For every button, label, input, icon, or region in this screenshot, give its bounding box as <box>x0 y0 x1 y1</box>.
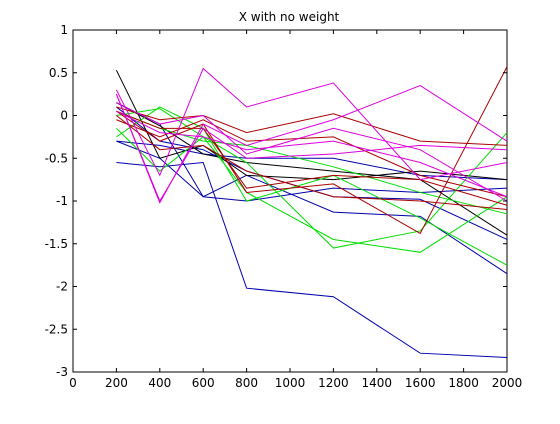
y-tick-label: -1 <box>56 194 68 208</box>
x-tick-label: 1800 <box>448 376 479 390</box>
chart-title: X with no weight <box>239 10 340 24</box>
series-line-10 <box>116 106 508 266</box>
y-tick-label: 0 <box>60 109 68 123</box>
x-tick-label: 200 <box>105 376 128 390</box>
x-tick-label: 1400 <box>362 376 393 390</box>
y-tick-label: -1.5 <box>45 237 68 251</box>
x-tick-label: 2000 <box>492 376 523 390</box>
x-tick-label: 400 <box>148 376 171 390</box>
series-line-12 <box>116 66 508 235</box>
y-tick-label: -2.5 <box>45 322 68 336</box>
y-tick-label: -2 <box>56 280 68 294</box>
plot-area-frame <box>72 29 508 373</box>
series-line-21 <box>116 110 508 198</box>
x-tick-label: 0 <box>69 376 77 390</box>
series-layer <box>115 66 508 358</box>
y-tick-label: -3 <box>56 365 68 379</box>
x-tick-label: 1600 <box>405 376 436 390</box>
series-line-20 <box>116 102 508 202</box>
series-line-6 <box>115 69 508 181</box>
series-line-8 <box>116 108 508 249</box>
series-line-13 <box>116 106 508 146</box>
y-tick-label: 0.5 <box>49 66 68 80</box>
y-tick-label: 1 <box>60 23 68 37</box>
x-tick-label: 800 <box>235 376 258 390</box>
x-axis-ticks: 0 200 400 600 800 1000 1200 1400 1600 1800 2000 <box>69 30 522 390</box>
series-line-19 <box>115 93 508 203</box>
series-line-14 <box>116 115 508 211</box>
y-axis-ticks: 1 0.5 0 -0.5 -1 -1.5 -2 -2.5 -3 <box>45 23 507 379</box>
x-tick-label: 600 <box>192 376 215 390</box>
series-line-15 <box>116 119 508 198</box>
x-tick-label: 1200 <box>318 376 349 390</box>
x-tick-label: 1000 <box>275 376 306 390</box>
series-line-17 <box>115 67 508 181</box>
y-tick-label: -0.5 <box>45 151 68 165</box>
series-line-1 <box>116 161 508 358</box>
series-line-18 <box>115 85 508 204</box>
